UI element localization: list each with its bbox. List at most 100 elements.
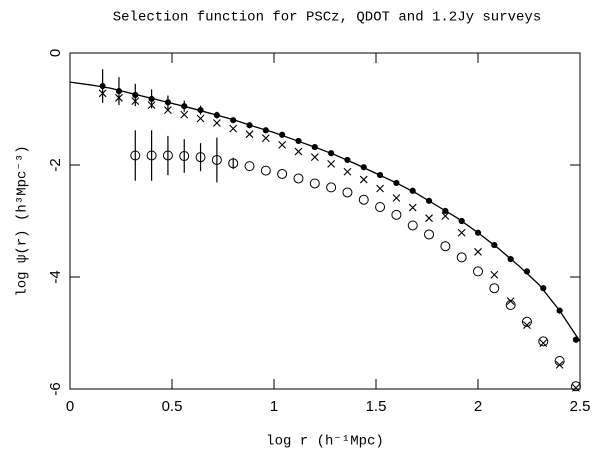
point [279, 131, 286, 138]
point [260, 165, 271, 176]
point [425, 197, 433, 204]
x-tick-label: 0 [66, 398, 74, 415]
point [261, 134, 270, 143]
point [441, 212, 450, 220]
point [572, 336, 580, 343]
point [245, 130, 254, 139]
point [474, 247, 482, 256]
x-tick-label: 2.5 [570, 398, 591, 415]
chart-title: Selection function for PSCz, QDOT and 1.… [113, 10, 541, 26]
point [523, 321, 531, 330]
point [115, 87, 123, 95]
point [570, 381, 581, 392]
point [310, 153, 319, 162]
point [164, 106, 172, 115]
point [195, 152, 206, 163]
point [211, 154, 222, 165]
y-tick-label: -6 [47, 382, 64, 395]
point [179, 151, 190, 162]
point [505, 300, 516, 310]
point [391, 209, 402, 220]
point [489, 283, 500, 294]
y-tick-label: -4 [47, 270, 64, 283]
point [376, 171, 384, 179]
point [540, 285, 547, 292]
fit-line [69, 81, 581, 342]
point [556, 307, 563, 314]
point [555, 361, 564, 369]
point [213, 112, 220, 119]
point [147, 101, 156, 109]
point [162, 150, 173, 161]
point [197, 107, 204, 114]
point [229, 124, 238, 133]
point [456, 252, 467, 263]
x-tick-label: 1 [270, 398, 278, 415]
point [538, 336, 549, 347]
point [130, 150, 141, 161]
point [393, 179, 400, 187]
point [148, 95, 155, 103]
point [164, 99, 172, 106]
point [327, 159, 336, 168]
point [212, 119, 221, 127]
x-axis-label: log r (h⁻¹Mpc) [266, 434, 384, 450]
point [326, 182, 337, 193]
y-tick-label: 0 [47, 49, 64, 57]
point [360, 164, 367, 171]
point [491, 241, 498, 249]
point [181, 103, 188, 110]
point [293, 173, 304, 184]
point [457, 228, 466, 237]
point [115, 93, 123, 102]
point [132, 91, 139, 99]
point [99, 82, 106, 90]
point [554, 356, 565, 366]
point [262, 127, 269, 134]
point [490, 270, 499, 279]
point [425, 214, 433, 223]
point [407, 220, 418, 231]
point [344, 156, 351, 164]
point [507, 255, 514, 263]
point [277, 168, 288, 179]
point [506, 297, 515, 305]
point [294, 147, 303, 156]
point [311, 143, 318, 151]
point [278, 140, 287, 149]
point [343, 167, 352, 176]
point [228, 158, 239, 169]
point [376, 184, 384, 193]
point [244, 161, 255, 172]
point [358, 194, 369, 205]
plot-frame [69, 52, 581, 390]
point [408, 203, 417, 212]
point [523, 268, 531, 275]
point [473, 266, 483, 277]
point [440, 241, 451, 252]
point [442, 207, 449, 215]
point [309, 178, 320, 189]
point [180, 110, 189, 119]
point [409, 187, 416, 194]
point [295, 137, 302, 145]
point [359, 175, 368, 184]
point [246, 122, 253, 129]
point [521, 316, 532, 327]
point [342, 187, 353, 198]
point [375, 202, 386, 212]
point [424, 229, 435, 240]
x-tick-label: 2 [474, 398, 482, 415]
x-tick-label: 1.5 [366, 398, 387, 415]
point [474, 229, 482, 236]
point [458, 217, 465, 225]
point [98, 89, 107, 98]
point [131, 97, 140, 106]
x-tick-label: 0.5 [162, 398, 183, 415]
y-axis-label: log ψ(r) (h³Mpc⁻³) [15, 145, 31, 296]
point [196, 114, 205, 123]
point [146, 150, 157, 161]
point [230, 117, 237, 124]
